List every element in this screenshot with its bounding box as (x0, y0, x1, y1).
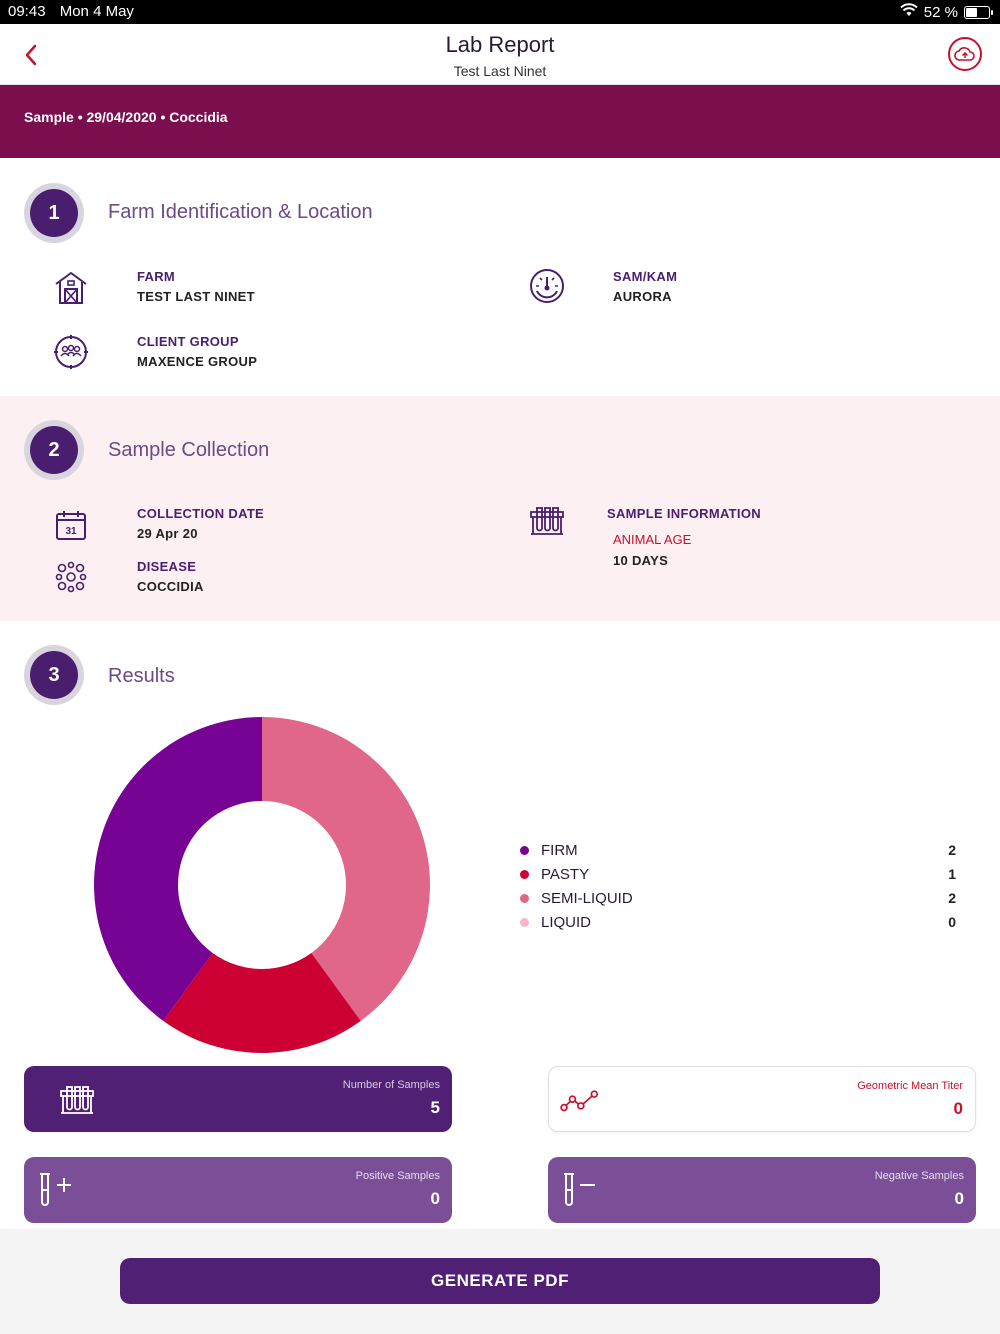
legend-item: FIRM 2 (514, 838, 964, 862)
status-date: Mon 4 May (59, 3, 134, 20)
donut-slice-semi-liquid (262, 717, 431, 1021)
legend-item: LIQUID 0 (514, 910, 964, 934)
generate-pdf-button[interactable]: GENERATE PDF (120, 1258, 880, 1304)
donut-slice-pasty (163, 952, 361, 1053)
virus-icon (51, 557, 91, 597)
card-title: Positive Samples (355, 1170, 440, 1182)
barn-icon (51, 268, 91, 308)
battery-percent: 52 % (923, 3, 958, 21)
chevron-left-icon (25, 44, 37, 66)
legend-value: 0 (948, 914, 956, 930)
sam-kam-value: AURORA (613, 289, 672, 304)
calendar-day: 31 (65, 526, 77, 537)
tube-plus-icon (34, 1169, 76, 1211)
back-button[interactable] (18, 40, 44, 70)
step-number: 3 (30, 651, 78, 699)
card-value: 0 (430, 1189, 440, 1208)
client-group-value: MAXENCE GROUP (137, 354, 258, 369)
client-group-label: CLIENT GROUP (137, 334, 239, 349)
collection-date-label: COLLECTION DATE (137, 506, 265, 521)
calendar-icon: 31 (51, 505, 91, 545)
cloud-sync-button[interactable] (948, 37, 982, 71)
farm-identification-section: 1 Farm Identification & Location FARM TE… (0, 158, 1000, 396)
card-value: 5 (430, 1098, 440, 1117)
legend-value: 2 (948, 842, 956, 858)
step-badge: 2 (24, 420, 84, 480)
card-title: Geometric Mean Titer (857, 1080, 963, 1092)
legend-value: 2 (948, 890, 956, 906)
donut-slice-firm (94, 717, 262, 1021)
collection-date-value: 29 Apr 20 (137, 526, 198, 541)
cloud-icon (954, 47, 975, 61)
legend-label: FIRM (541, 841, 578, 859)
battery-icon (964, 5, 993, 19)
legend-item: PASTY 1 (514, 862, 964, 886)
card-title: Negative Samples (874, 1170, 964, 1182)
section-title: Farm Identification & Location (108, 201, 373, 223)
legend-label: SEMI-LIQUID (541, 889, 633, 907)
legend-item: SEMI-LIQUID 2 (514, 886, 964, 910)
test-tubes-icon (56, 1078, 98, 1120)
positive-samples-card: Positive Samples 0 (24, 1157, 452, 1223)
number-of-samples-card: Number of Samples 5 (24, 1066, 452, 1132)
sample-collection-section: 2 Sample Collection 31 COLLECTION DATE 2… (0, 396, 1000, 621)
legend-swatch (520, 845, 529, 855)
farm-label: FARM (137, 269, 176, 284)
disease-label: DISEASE (137, 559, 197, 574)
legend-label: LIQUID (541, 913, 592, 931)
farm-value: TEST LAST NINET (137, 289, 255, 304)
legend-label: PASTY (541, 865, 590, 883)
negative-samples-card: Negative Samples 0 (548, 1157, 976, 1223)
card-value: 0 (953, 1099, 963, 1118)
step-badge: 1 (24, 183, 84, 243)
group-icon (51, 332, 91, 372)
footer: GENERATE PDF (0, 1229, 1000, 1334)
chart-legend: FIRM 2 PASTY 1 SEMI-LIQUID 2 LIQUID 0 (514, 838, 964, 934)
legend-swatch (520, 917, 529, 927)
tube-minus-icon (558, 1169, 600, 1211)
step-number: 2 (30, 426, 78, 474)
sample-information-label: SAMPLE INFORMATION (607, 506, 761, 521)
wifi-icon (900, 3, 918, 21)
legend-value: 1 (948, 866, 956, 882)
section-title: Results (108, 665, 175, 687)
status-time: 09:43 (8, 3, 46, 20)
sam-kam-label: SAM/KAM (613, 269, 678, 284)
animal-age-value: 10 DAYS (613, 553, 669, 568)
step-badge: 3 (24, 645, 84, 705)
line-graph-icon (559, 1079, 601, 1121)
navigation-bar: Lab Report Test Last Ninet (0, 24, 1000, 85)
step-number: 1 (30, 189, 78, 237)
status-bar: 09:43 Mon 4 May 52 % (0, 0, 1000, 24)
legend-swatch (520, 869, 529, 879)
page-subtitle: Test Last Ninet (453, 63, 547, 79)
disease-value: COCCIDIA (137, 579, 204, 594)
card-title: Number of Samples (342, 1079, 440, 1091)
sample-banner: Sample • 29/04/2020 • Coccidia (0, 85, 1000, 158)
legend-swatch (520, 893, 529, 903)
section-title: Sample Collection (108, 439, 270, 461)
test-tubes-icon (527, 500, 567, 540)
results-donut-chart (94, 717, 431, 1053)
sample-summary: Sample • 29/04/2020 • Coccidia (24, 109, 228, 125)
geometric-mean-titer-card: Geometric Mean Titer 0 (548, 1066, 976, 1132)
dashboard-icon (527, 266, 567, 306)
page-title: Lab Report (445, 32, 555, 57)
animal-age-label: ANIMAL AGE (613, 532, 692, 547)
card-value: 0 (954, 1189, 964, 1208)
